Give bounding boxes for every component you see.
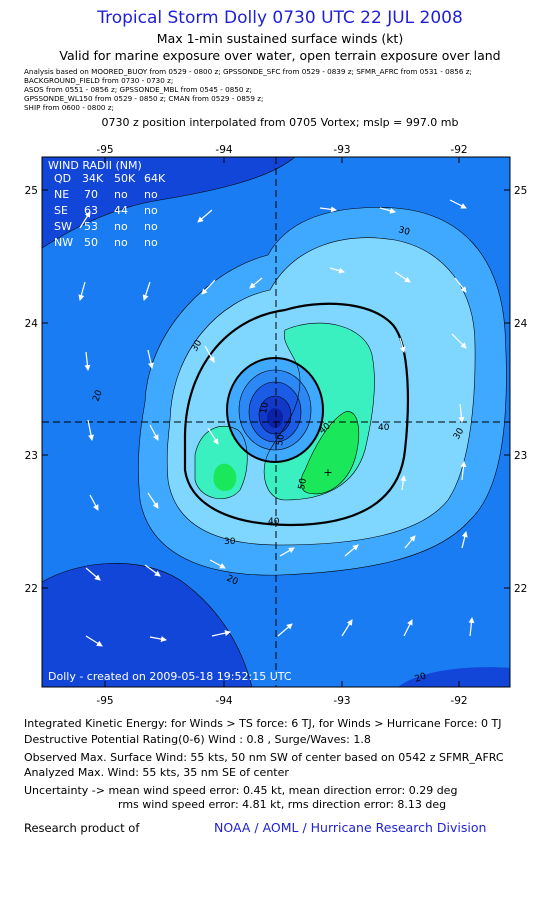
lon-tick-label: -93 [333,144,350,156]
contour-label: 20 [414,671,428,684]
lat-tick-label: 25 [514,185,527,197]
wind-radii-cell: 44 [114,204,128,217]
subtitle-units: Max 1-min sustained surface winds (kt) [156,31,404,46]
analyzed-max-line: Analyzed Max. Wind: 55 kts, 35 nm SE of … [24,766,289,779]
wind-radii-cell: NW [54,236,73,249]
land-region-nw [42,157,295,248]
dpr-line: Destructive Potential Rating(0-6) Wind :… [24,733,371,746]
contour-label: 50 [297,477,309,490]
wind-radii-header: 50K [114,172,136,185]
lon-tick-label: -95 [96,695,113,707]
lat-tick-label: 23 [514,450,527,462]
wind-radii-cell: no [114,236,128,249]
wind-radii-cell: no [144,220,158,233]
wind-radii-cell: 63 [84,204,98,217]
max-wind-marker: + [323,466,332,479]
analysis-line: GPSSONDE_WL150 from 0529 - 0850 z; CMAN … [24,94,264,103]
analysis-line: BACKGROUND_FIELD from 0730 - 0730 z; [24,76,174,85]
wind-band-50-plus [300,411,359,494]
lat-tick-label: 24 [25,318,39,330]
uncertainty-rms-line: rms wind speed error: 4.81 kt, rms direc… [118,798,447,811]
lat-tick-label: 23 [25,450,38,462]
wind-radii-title: WIND RADII (NM) [48,159,142,172]
wind-radii-cell: SW [54,220,72,233]
wind-radii-cell: 53 [84,220,98,233]
analysis-line: SHIP from 0600 - 0800 z; [24,103,114,112]
contour-label: 10 [259,401,271,414]
wind-radii-cell: no [114,220,128,233]
wind-radii-cell: no [144,188,158,201]
land-region-se [398,667,510,687]
lat-tick-label: 22 [25,583,38,595]
ike-line: Integrated Kinetic Energy: for Winds > T… [24,717,502,730]
contour-label: 40 [378,423,390,433]
wind-radii-table: WIND RADII (NM) QD 34K 50K 64K NE 70 no … [48,159,166,249]
contour-label: 30 [397,225,411,238]
lat-tick-label: 22 [514,583,527,595]
wind-radii-header: QD [54,172,71,185]
research-label: Research product of [24,821,140,835]
lat-tick-label: 24 [514,318,528,330]
wind-radii-header: 64K [144,172,166,185]
map-credit: Dolly - created on 2009-05-18 19:52:15 U… [48,670,292,683]
lat-tick-label: 25 [25,185,38,197]
wind-radii-cell: 70 [84,188,98,201]
subtitle-validity: Valid for marine exposure over water, op… [59,48,501,63]
lon-tick-label: -93 [333,695,350,707]
wind-radii-cell: no [114,188,128,201]
wind-radii-cell: no [144,204,158,217]
position-note: 0730 z position interpolated from 0705 V… [101,116,459,129]
lon-tick-label: -94 [215,695,232,707]
page-title: Tropical Storm Dolly 0730 UTC 22 JUL 200… [97,8,463,28]
analysis-line: Analysis based on MOORED_BUOY from 0529 … [24,67,472,76]
observed-max-line: Observed Max. Surface Wind: 55 kts, 50 n… [24,751,504,764]
land-region-sw [42,563,252,687]
contour-label: 40 [268,517,280,527]
lon-tick-label: -92 [450,695,467,707]
contour-label: 20 [225,574,240,588]
analysis-line: ASOS from 0551 - 0856 z; GPSSONDE_MBL fr… [24,85,252,94]
wind-radii-header: 34K [82,172,104,185]
wind-radii-cell: SE [54,204,68,217]
research-org: NOAA / AOML / Hurricane Research Divisio… [214,820,487,835]
lon-tick-label: -95 [96,144,113,156]
lon-tick-label: -92 [450,144,467,156]
contour-label: 20 [91,389,104,403]
contour-label: 30 [224,537,236,547]
wind-radii-cell: NE [54,188,69,201]
uncertainty-line: Uncertainty -> mean wind speed error: 0.… [24,784,458,797]
wind-radii-cell: 50 [84,236,98,249]
wind-radii-cell: no [144,236,158,249]
lon-tick-label: -94 [215,144,232,156]
contour-label: 50 [275,433,287,446]
